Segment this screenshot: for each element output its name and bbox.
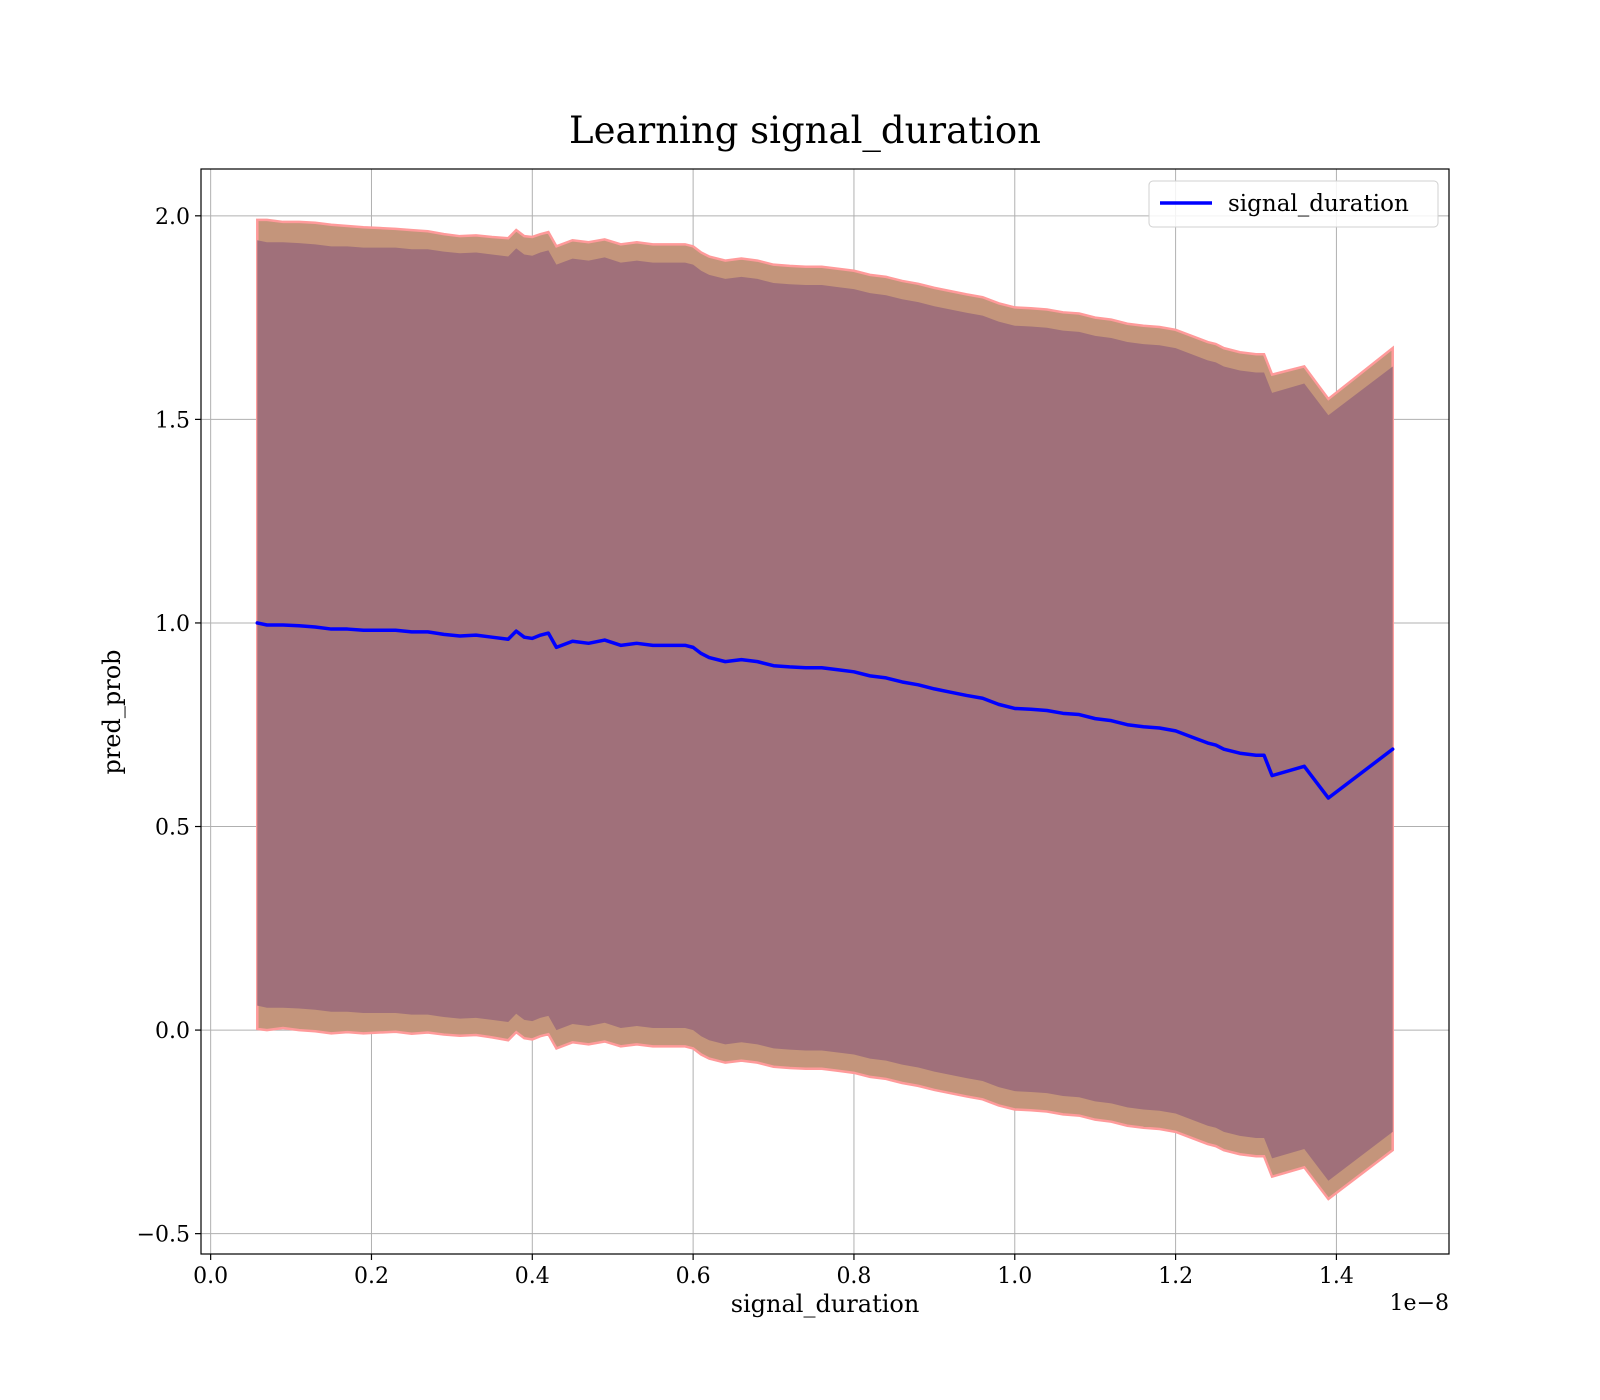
legend-label: signal_duration bbox=[1228, 191, 1409, 217]
x-tick-label-0: 0.0 bbox=[193, 1264, 228, 1289]
y-axis-ticks: −0.5 0.0 0.5 1.0 1.5 2.0 bbox=[137, 205, 201, 1248]
x-tick-label-3: 0.6 bbox=[676, 1264, 711, 1289]
x-tick-label-2: 0.4 bbox=[515, 1264, 550, 1289]
y-axis-label: pred_prob bbox=[98, 649, 126, 774]
y-tick-label-4: 1.5 bbox=[155, 408, 190, 433]
x-tick-label-5: 1.0 bbox=[997, 1264, 1032, 1289]
x-tick-label-4: 0.8 bbox=[836, 1264, 871, 1289]
confidence-bands bbox=[256, 218, 1394, 1201]
x-axis-ticks: 0.0 0.2 0.4 0.6 0.8 1.0 1.2 1.4 bbox=[193, 1254, 1354, 1289]
x-axis-offset-text: 1e−8 bbox=[1390, 1291, 1449, 1316]
chart-title: Learning signal_duration bbox=[569, 109, 1041, 153]
y-tick-label-5: 2.0 bbox=[155, 205, 190, 230]
y-tick-label-1: 0.0 bbox=[155, 1019, 190, 1044]
series-line-0 bbox=[255, 621, 1395, 800]
x-tick-label-6: 1.2 bbox=[1158, 1264, 1193, 1289]
y-tick-label-0: −0.5 bbox=[137, 1223, 190, 1248]
legend: signal_duration bbox=[1148, 180, 1439, 228]
inner-band bbox=[257, 240, 1393, 1181]
x-tick-label-1: 0.2 bbox=[354, 1264, 389, 1289]
y-tick-label-2: 0.5 bbox=[155, 816, 190, 841]
x-tick-label-7: 1.4 bbox=[1319, 1264, 1354, 1289]
x-axis-label: signal_duration bbox=[731, 1290, 920, 1318]
plot-frame bbox=[200, 168, 1450, 1255]
legend-box bbox=[1148, 180, 1439, 228]
y-tick-label-3: 1.0 bbox=[155, 612, 190, 637]
series-lines bbox=[255, 621, 1395, 800]
